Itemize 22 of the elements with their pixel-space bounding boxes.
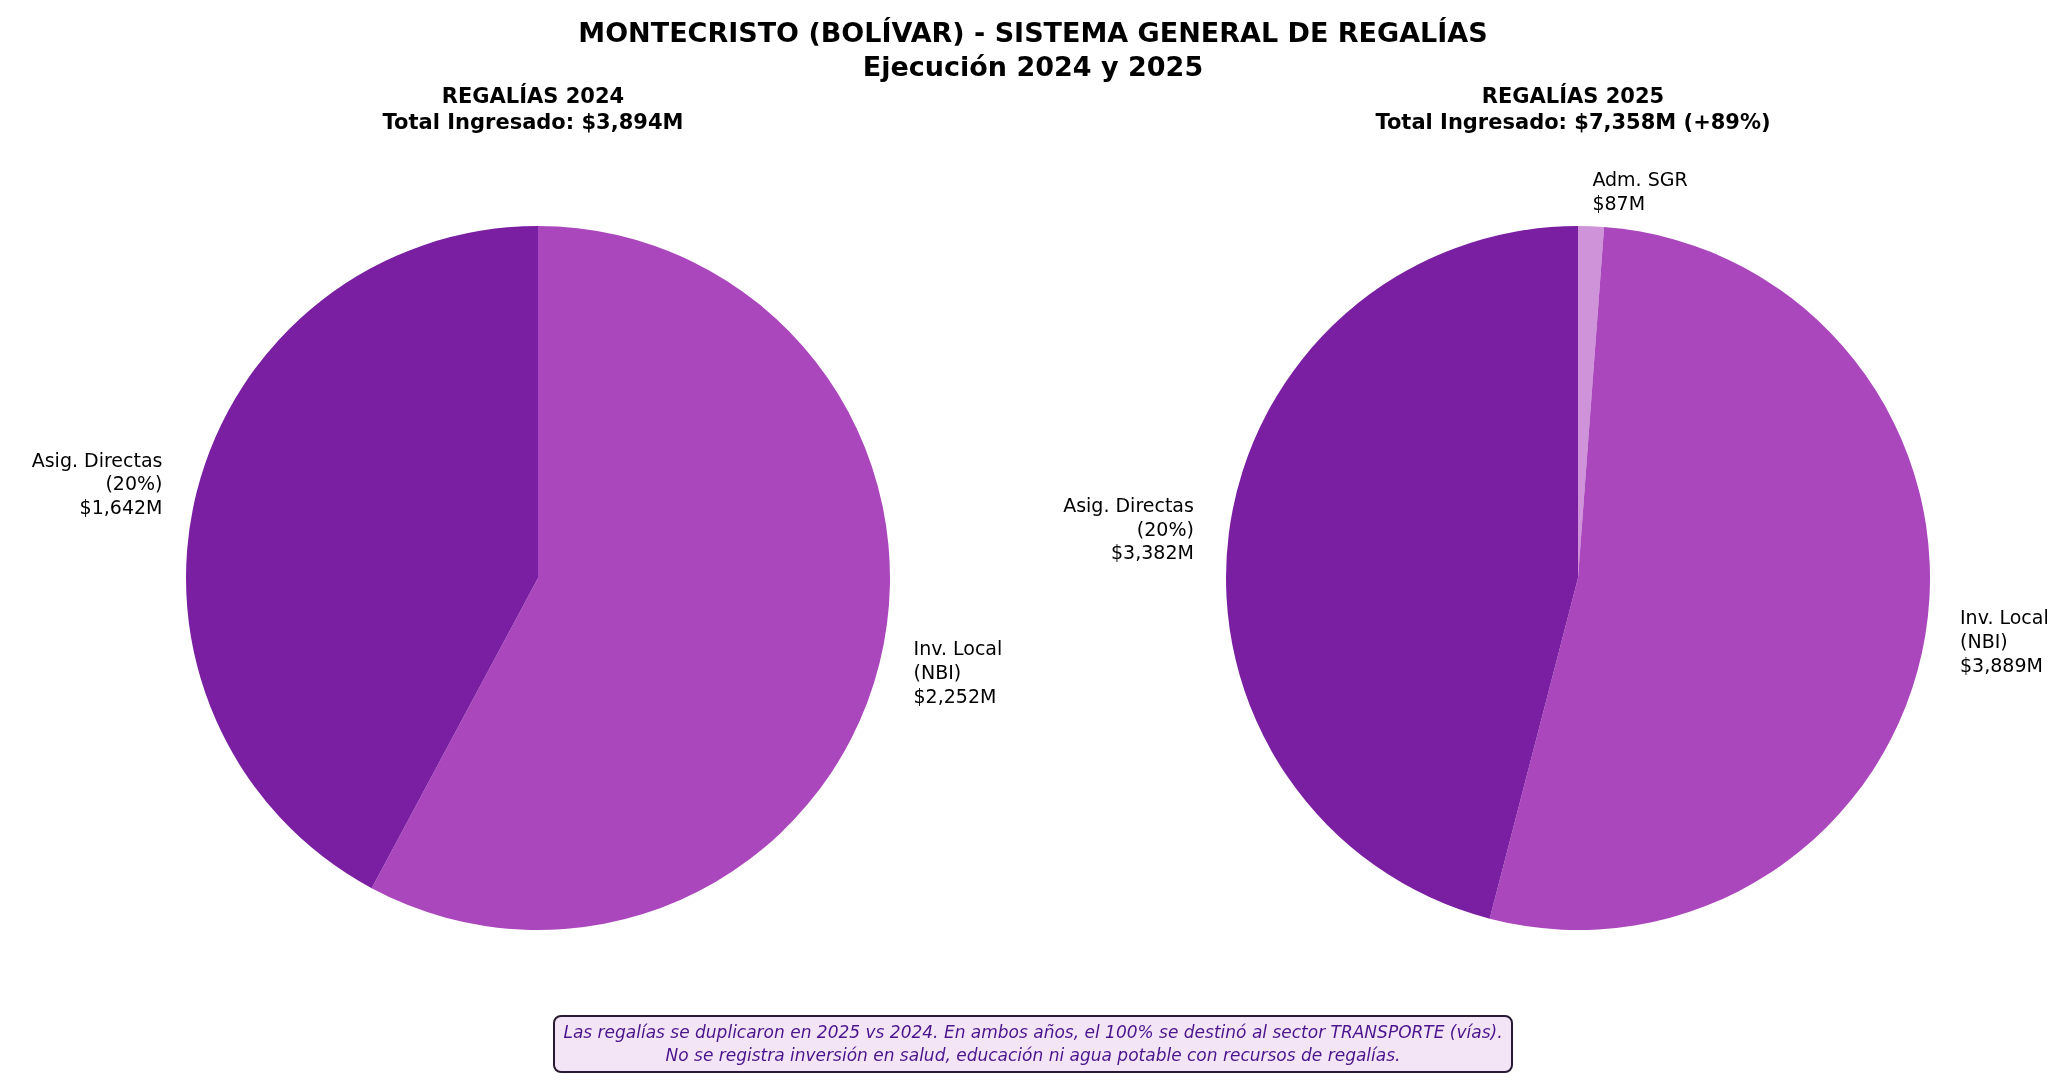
text: MONTECRISTO (BOLÍVAR) - SISTEMA GENERAL DE REGALÍAS [577, 16, 1489, 50]
chart-title: REGALÍAS 2024 [440, 83, 626, 109]
pie-slice [371, 226, 890, 930]
pie-slice [186, 226, 538, 889]
pie-slice [1489, 226, 1930, 930]
slice-label: Adm. SGR [1592, 167, 1688, 190]
slice-label: Asig. Directas (20%) [1063, 493, 1194, 540]
slice-label: Inv. Local (NBI) [913, 637, 1003, 683]
slice-label: Inv. Local (NBI) [1960, 606, 2049, 652]
data-label: $2,252M [913, 684, 997, 707]
chart-title: REGALÍAS 2025 [1480, 83, 1666, 109]
data-label: $3,889M [1960, 653, 2043, 676]
text: Ejecución 2024 y 2025 [861, 50, 1205, 84]
slice-label: Asig. Directas (20%) [31, 448, 163, 495]
chart-subtitle: Total Ingresado: $3,894M [381, 109, 685, 135]
data-label: $3,382M [1111, 541, 1194, 564]
text: No se registra inversión en salud, educación ni agua potable con recursos de regalías. [664, 1044, 1402, 1067]
data-label: $87M [1592, 191, 1646, 214]
pie-slice [1226, 226, 1578, 919]
data-label: $1,642M [79, 496, 163, 519]
chart-subtitle: Total Ingresado: $7,358M (+89%) [1374, 109, 1772, 135]
text: Las regalías se duplicaron en 2025 vs 2024. En ambos años, el 100% se destinó al sector TRANSPORTE (vías). [563, 1021, 1503, 1044]
